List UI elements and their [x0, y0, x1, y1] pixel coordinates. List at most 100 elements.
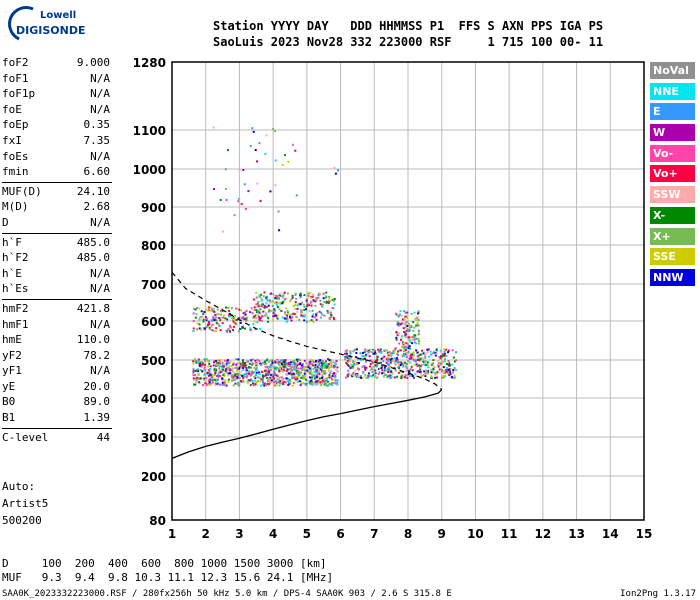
echo-point	[269, 359, 272, 362]
echo-point	[297, 303, 300, 306]
echo-point	[313, 370, 316, 373]
echo-point	[269, 379, 272, 382]
echo-point	[404, 336, 407, 339]
echo-point	[415, 319, 418, 322]
echo-point	[408, 370, 411, 373]
param-row: B0 89.0	[2, 395, 110, 411]
echo-point	[247, 379, 250, 382]
echo-point	[377, 348, 380, 351]
echo-point	[291, 316, 294, 319]
echo-point	[205, 325, 208, 328]
echo-point	[387, 367, 390, 370]
echo-point	[294, 301, 297, 304]
echo-point	[321, 313, 324, 316]
echo-point	[258, 319, 261, 322]
echo-point	[296, 310, 299, 313]
echo-point	[332, 366, 335, 369]
echo-point	[284, 297, 287, 300]
param-value: N/A	[90, 282, 110, 296]
echo-point	[404, 349, 407, 352]
echo-point	[230, 365, 233, 368]
echo-point	[310, 376, 313, 379]
y-tick-label: 1000	[133, 163, 166, 177]
echo-point	[413, 341, 416, 344]
echo-point	[318, 372, 321, 375]
echo-point	[194, 383, 197, 386]
echo-point	[328, 369, 331, 372]
echo-point	[275, 366, 278, 369]
echo-point	[415, 363, 418, 366]
echo-point	[315, 360, 318, 363]
echo-point	[209, 383, 212, 386]
echo-point	[299, 384, 302, 387]
echo-point	[295, 376, 298, 379]
echo-point	[198, 377, 201, 380]
echo-point	[293, 362, 296, 365]
echo-point	[396, 358, 399, 361]
echo-point	[298, 294, 301, 297]
echo-point	[355, 356, 358, 359]
echo-point	[434, 354, 437, 357]
echo-point	[417, 318, 420, 321]
echo-point	[400, 361, 403, 364]
echo-point	[278, 298, 281, 301]
echo-point	[448, 362, 451, 365]
echo-point	[194, 308, 197, 311]
echo-point	[265, 368, 268, 371]
echo-point	[278, 308, 281, 311]
echo-point	[331, 375, 334, 378]
echo-point	[412, 329, 415, 332]
echo-point	[193, 378, 196, 381]
x-tick-label: 8	[404, 527, 412, 541]
echo-point	[264, 362, 267, 365]
echo-point	[371, 368, 374, 371]
param-row: h`E N/A	[2, 267, 110, 283]
echo-point	[292, 312, 295, 315]
echo-point	[287, 380, 290, 383]
echo-point	[389, 374, 392, 377]
echo-point	[310, 304, 313, 307]
echo-point	[224, 384, 227, 387]
param-separator	[2, 298, 112, 302]
echo-point	[300, 376, 303, 379]
echo-point	[316, 383, 319, 386]
echo-point	[272, 293, 275, 296]
echo-point	[336, 379, 339, 382]
echo-point	[454, 376, 457, 379]
echo-point	[288, 365, 291, 368]
echo-point	[376, 376, 379, 379]
param-value: N/A	[90, 215, 110, 229]
echo-point	[272, 127, 275, 130]
echo-point	[400, 375, 403, 378]
echo-point	[206, 323, 209, 326]
echo-point	[300, 310, 303, 313]
param-value: N/A	[90, 317, 110, 331]
echo-point	[295, 371, 298, 374]
echo-point	[203, 310, 206, 313]
echo-point	[200, 365, 203, 368]
echo-point	[228, 309, 231, 312]
param-key: hmF1	[2, 317, 29, 331]
echo-point	[218, 361, 221, 364]
echo-point	[314, 366, 317, 369]
echo-point	[330, 383, 333, 386]
echo-point	[432, 367, 435, 370]
echo-point	[251, 380, 254, 383]
echo-point	[405, 351, 408, 354]
echo-point	[299, 359, 302, 362]
echo-point	[225, 329, 228, 332]
echo-point	[425, 352, 428, 355]
param-key: foF1p	[2, 87, 36, 101]
echo-point	[284, 311, 287, 314]
echo-point	[296, 380, 299, 383]
echo-point	[433, 371, 436, 374]
auto-label: Auto:	[2, 480, 36, 493]
echo-point	[324, 296, 327, 299]
echo-point	[314, 380, 317, 383]
echo-point	[374, 351, 377, 354]
echo-point	[378, 361, 381, 364]
echo-point	[252, 130, 255, 133]
echo-point	[214, 359, 217, 362]
param-separator	[2, 427, 112, 431]
echo-point	[455, 351, 458, 354]
